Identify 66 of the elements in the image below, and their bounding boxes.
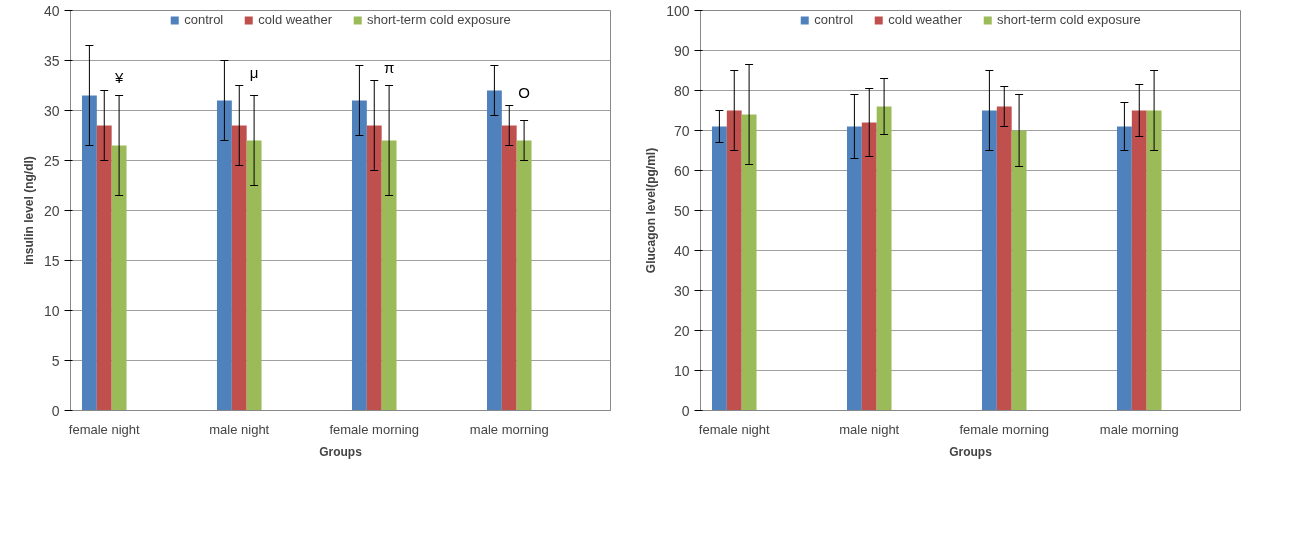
bar xyxy=(246,140,262,411)
y-tick-label: 40 xyxy=(43,2,60,19)
bar xyxy=(231,125,247,411)
legend-label: control xyxy=(814,12,854,27)
annotation: μ xyxy=(249,63,259,81)
y-tick-label: 30 xyxy=(673,282,690,299)
bar xyxy=(486,90,502,411)
bar xyxy=(876,106,892,411)
y-tick-label: 90 xyxy=(673,42,690,59)
bar xyxy=(1011,130,1027,411)
bar xyxy=(726,110,742,411)
y-tick-label: 10 xyxy=(673,362,690,379)
bar xyxy=(516,140,532,411)
legend-label: cold weather xyxy=(888,12,962,27)
bar xyxy=(366,125,382,411)
x-tick-label: male night xyxy=(209,421,270,437)
x-axis-title: Groups xyxy=(319,444,363,459)
y-tick-label: 40 xyxy=(673,242,690,259)
x-tick-label: female night xyxy=(698,421,771,437)
annotation: ¥ xyxy=(113,68,124,86)
bar xyxy=(96,125,112,411)
bar xyxy=(216,100,232,411)
y-tick-label: 20 xyxy=(43,202,60,219)
x-tick-label: female morning xyxy=(329,421,420,437)
bar xyxy=(711,126,727,411)
bar xyxy=(1146,110,1162,411)
bar xyxy=(111,145,127,411)
bar xyxy=(981,110,997,411)
y-tick-label: 20 xyxy=(673,322,690,339)
x-tick-label: male morning xyxy=(1099,421,1179,437)
y-tick-label: 10 xyxy=(43,302,60,319)
y-tick-label: 25 xyxy=(43,152,60,169)
bar xyxy=(381,140,397,411)
x-tick-label: male night xyxy=(839,421,900,437)
bar xyxy=(1116,126,1132,411)
legend-label: short-term cold exposure xyxy=(366,12,511,27)
bar xyxy=(81,95,97,411)
y-tick-label: 30 xyxy=(43,102,60,119)
y-tick-label: 80 xyxy=(673,82,690,99)
bar xyxy=(741,114,757,411)
bar xyxy=(501,125,517,411)
y-tick-label: 50 xyxy=(673,202,690,219)
annotation: O xyxy=(518,83,530,101)
legend-label: control xyxy=(184,12,224,27)
bar xyxy=(1131,110,1147,411)
bar xyxy=(996,106,1012,411)
x-tick-label: female night xyxy=(68,421,141,437)
y-tick-label: 35 xyxy=(43,52,60,69)
x-tick-label: male morning xyxy=(469,421,549,437)
y-tick-label: 100 xyxy=(666,2,690,19)
bar xyxy=(351,100,367,411)
y-tick-label: 15 xyxy=(43,252,60,269)
y-tick-label: 0 xyxy=(51,402,60,419)
y-tick-label: 0 xyxy=(681,402,690,419)
y-tick-label: 70 xyxy=(673,122,690,139)
y-tick-label: 60 xyxy=(673,162,690,179)
legend-label: cold weather xyxy=(258,12,332,27)
bar xyxy=(846,126,862,411)
bar xyxy=(861,122,877,411)
legend-label: short-term cold exposure xyxy=(996,12,1141,27)
y-tick-label: 5 xyxy=(51,352,60,369)
annotation: π xyxy=(383,58,395,76)
y-axis-title: insulin level (ng/dl) xyxy=(21,156,36,265)
x-tick-label: female morning xyxy=(959,421,1050,437)
y-axis-title: Glucagon level(pg/ml) xyxy=(644,147,659,274)
x-axis-title: Groups xyxy=(949,444,993,459)
